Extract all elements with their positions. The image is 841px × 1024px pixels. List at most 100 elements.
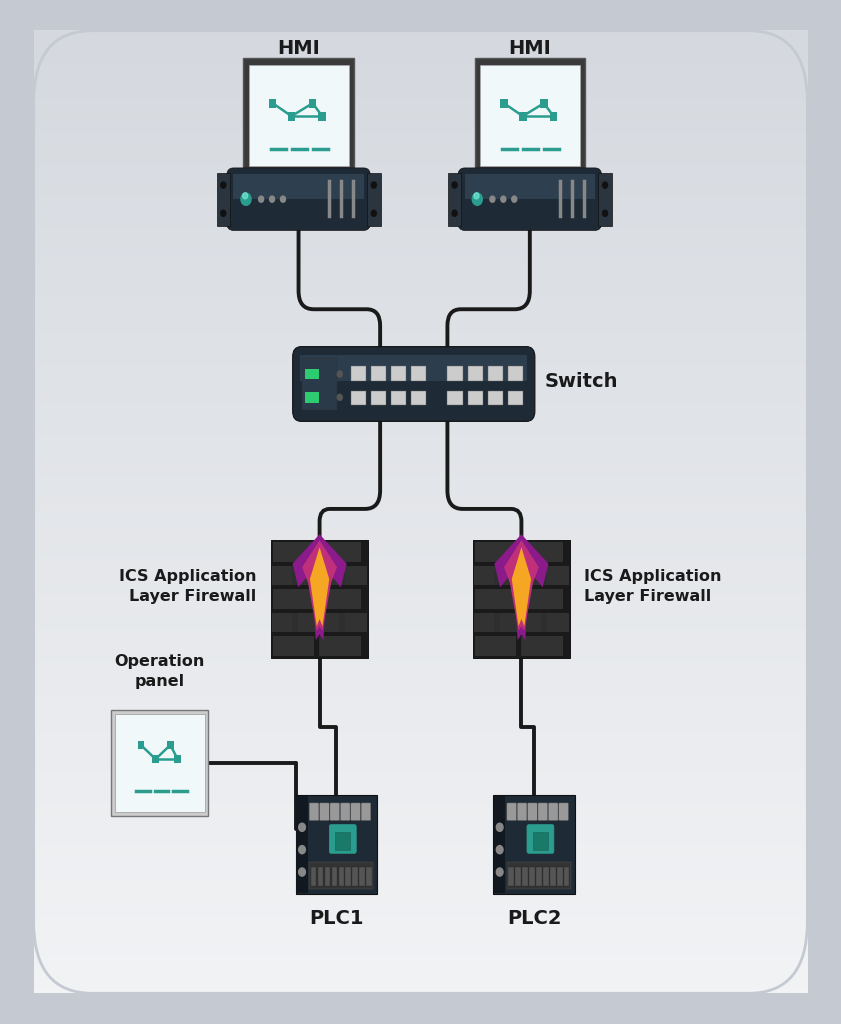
FancyBboxPatch shape [233,174,363,200]
FancyBboxPatch shape [521,590,561,608]
FancyBboxPatch shape [309,803,319,820]
FancyBboxPatch shape [272,543,313,561]
FancyBboxPatch shape [311,866,316,886]
FancyBboxPatch shape [474,612,515,632]
FancyBboxPatch shape [216,173,230,225]
FancyBboxPatch shape [508,367,523,381]
FancyBboxPatch shape [351,391,366,406]
FancyBboxPatch shape [320,590,361,608]
FancyBboxPatch shape [319,565,359,586]
FancyBboxPatch shape [339,866,344,886]
FancyBboxPatch shape [522,866,528,886]
FancyBboxPatch shape [473,541,570,658]
FancyBboxPatch shape [493,795,574,895]
FancyBboxPatch shape [272,612,313,632]
FancyBboxPatch shape [474,543,516,561]
FancyBboxPatch shape [538,803,547,820]
Circle shape [371,210,377,216]
Circle shape [371,182,377,188]
FancyBboxPatch shape [331,866,337,886]
Circle shape [602,182,607,188]
FancyBboxPatch shape [272,636,313,656]
FancyBboxPatch shape [345,565,367,586]
FancyBboxPatch shape [305,369,319,379]
Polygon shape [504,541,539,631]
FancyBboxPatch shape [519,112,526,121]
FancyBboxPatch shape [447,367,463,381]
FancyBboxPatch shape [474,590,515,608]
FancyBboxPatch shape [319,590,359,608]
FancyBboxPatch shape [516,866,521,886]
FancyBboxPatch shape [521,590,563,608]
FancyBboxPatch shape [474,636,516,656]
FancyBboxPatch shape [288,112,295,121]
FancyBboxPatch shape [366,866,372,886]
FancyBboxPatch shape [371,391,386,406]
FancyBboxPatch shape [474,565,494,586]
FancyBboxPatch shape [521,612,561,632]
FancyBboxPatch shape [298,612,339,632]
FancyBboxPatch shape [272,636,314,656]
FancyBboxPatch shape [391,367,406,381]
Circle shape [511,197,516,203]
FancyBboxPatch shape [297,797,308,893]
FancyBboxPatch shape [271,541,368,658]
Circle shape [473,193,479,199]
FancyBboxPatch shape [521,543,561,561]
FancyBboxPatch shape [309,98,316,108]
FancyBboxPatch shape [272,590,314,608]
FancyBboxPatch shape [474,565,515,586]
Circle shape [337,394,342,400]
Polygon shape [495,535,548,640]
Circle shape [496,846,503,854]
FancyBboxPatch shape [351,367,366,381]
FancyBboxPatch shape [517,803,526,820]
FancyBboxPatch shape [558,803,569,820]
FancyBboxPatch shape [346,866,351,886]
Circle shape [258,197,263,203]
Circle shape [220,182,225,188]
Text: PLC2: PLC2 [507,909,561,929]
FancyBboxPatch shape [464,174,595,200]
FancyBboxPatch shape [557,866,563,886]
FancyBboxPatch shape [359,866,365,886]
FancyBboxPatch shape [272,590,313,608]
FancyBboxPatch shape [563,866,569,886]
FancyBboxPatch shape [468,367,483,381]
FancyBboxPatch shape [458,168,601,230]
FancyBboxPatch shape [447,391,463,406]
FancyBboxPatch shape [305,392,319,402]
Circle shape [337,371,342,377]
FancyBboxPatch shape [500,565,541,586]
FancyBboxPatch shape [479,65,580,166]
FancyBboxPatch shape [137,741,145,750]
FancyBboxPatch shape [248,65,348,166]
Polygon shape [511,547,532,626]
FancyBboxPatch shape [111,711,209,815]
FancyBboxPatch shape [533,831,548,850]
FancyBboxPatch shape [345,612,367,632]
FancyBboxPatch shape [336,831,351,850]
FancyBboxPatch shape [548,803,558,820]
FancyBboxPatch shape [540,98,547,108]
FancyBboxPatch shape [351,803,361,820]
FancyBboxPatch shape [474,636,515,656]
FancyBboxPatch shape [521,636,563,656]
FancyBboxPatch shape [488,391,503,406]
Circle shape [472,194,482,206]
Circle shape [299,868,305,877]
FancyBboxPatch shape [300,355,527,381]
Circle shape [241,194,251,206]
Text: Operation
panel: Operation panel [114,654,205,689]
FancyBboxPatch shape [598,173,611,225]
FancyBboxPatch shape [527,803,537,820]
FancyBboxPatch shape [529,866,535,886]
FancyBboxPatch shape [361,803,371,820]
FancyBboxPatch shape [473,541,570,658]
FancyBboxPatch shape [507,862,571,889]
FancyBboxPatch shape [411,391,426,406]
FancyBboxPatch shape [447,173,461,225]
FancyBboxPatch shape [293,346,535,422]
FancyBboxPatch shape [537,866,542,886]
Circle shape [299,846,305,854]
